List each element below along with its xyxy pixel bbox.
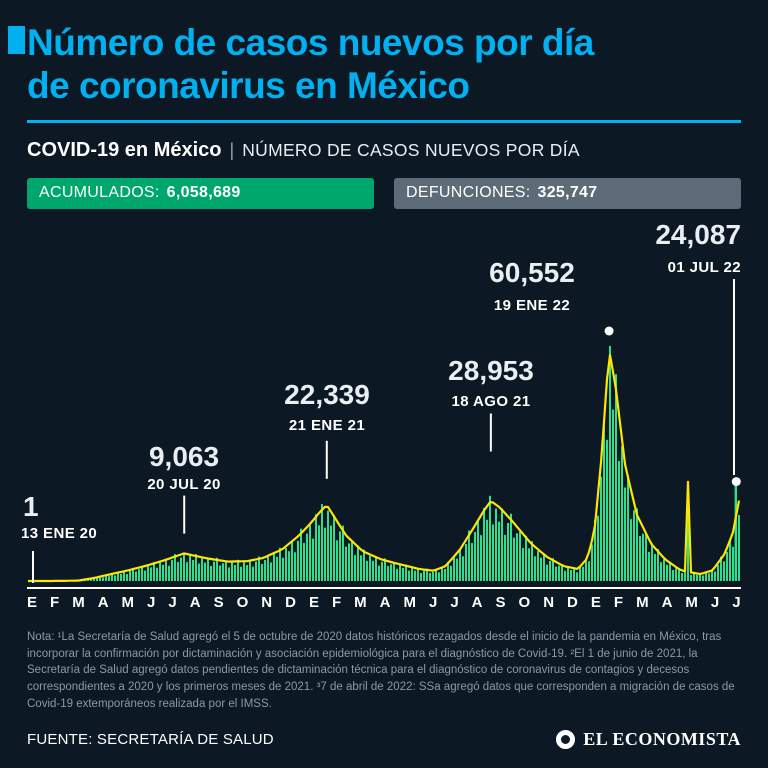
- x-axis-label: J: [168, 593, 177, 611]
- x-axis-label: E: [308, 593, 319, 611]
- callout-line-latest: [733, 278, 735, 475]
- subtitle-rest: NÚMERO DE CASOS NUEVOS POR DÍA: [242, 139, 580, 160]
- x-axis-label: J: [710, 593, 720, 611]
- x-axis-label: M: [685, 593, 698, 611]
- x-axis-label: J: [450, 593, 459, 611]
- accumulated-label: ACUMULADOS:: [39, 184, 160, 202]
- annotation-wave1-value: 9,063: [148, 440, 220, 472]
- chart-area: 1 13 ENE 20 9,063 20 JUL 20 22,339 21 EN…: [21, 217, 741, 585]
- annotation-latest-value: 24,087: [655, 218, 741, 250]
- deaths-value: 325,747: [537, 184, 598, 202]
- infographic: Número de casos nuevos por día de corona…: [21, 0, 741, 750]
- annotation-first-case-value: 1: [23, 490, 39, 522]
- x-axis-label: J: [428, 593, 438, 611]
- title-divider: [27, 119, 741, 123]
- x-axis-label: S: [495, 593, 506, 611]
- x-axis-label: E: [27, 593, 38, 611]
- annotation-wave1-date: 20 JUL 20: [147, 475, 221, 493]
- page-title-line2: de coronavirus en México: [27, 64, 470, 106]
- page-title: Número de casos nuevos por día de corona…: [27, 0, 741, 108]
- x-axis-line: [27, 586, 741, 589]
- x-axis-label: S: [213, 593, 224, 611]
- x-axis-label: N: [261, 593, 273, 611]
- annotation-first-case-date: 13 ENE 20: [21, 524, 98, 542]
- x-axis-label: F: [50, 593, 60, 611]
- stat-badges: ACUMULADOS: 6,058,689 DEFUNCIONES: 325,7…: [27, 177, 741, 209]
- x-axis-label: M: [121, 593, 135, 611]
- subtitle-bold: COVID-19 en México: [27, 138, 222, 161]
- x-axis-label: A: [379, 593, 391, 611]
- x-axis-label: A: [471, 593, 483, 611]
- source-credit: FUENTE: SECRETARÍA DE SALUD: [27, 730, 274, 748]
- brand-logo: EL ECONOMISTA: [556, 729, 741, 750]
- deaths-badge: DEFUNCIONES: 325,747: [394, 177, 741, 209]
- x-axis-label: F: [613, 593, 624, 611]
- x-axis-label: M: [403, 593, 416, 611]
- x-axis-label: M: [72, 593, 85, 611]
- subtitle-separator: |: [229, 139, 235, 160]
- annotation-wave2-value: 22,339: [284, 378, 370, 410]
- x-axis-label: M: [636, 593, 649, 611]
- x-axis-label: A: [189, 593, 201, 611]
- accumulated-badge: ACUMULADOS: 6,058,689: [27, 177, 374, 209]
- annotation-wave4-value: 60,552: [489, 256, 575, 288]
- accumulated-value: 6,058,689: [166, 184, 241, 202]
- x-axis-label: J: [147, 593, 156, 611]
- annotation-wave3-value: 28,953: [448, 354, 534, 386]
- annotation-wave3-date: 18 AGO 21: [451, 392, 531, 410]
- el-economista-ring-icon: [556, 729, 576, 749]
- page-title-line1: Número de casos nuevos por día: [27, 22, 594, 63]
- x-axis-label: M: [354, 593, 367, 611]
- annotation-wave4-date: 19 ENE 22: [493, 296, 571, 314]
- x-axis-label: D: [285, 593, 296, 611]
- footnotes: Nota: ¹La Secretaría de Salud agregó el …: [27, 630, 735, 710]
- x-axis-label: N: [543, 593, 555, 611]
- chart-subtitle: COVID-19 en México | NÚMERO DE CASOS NUE…: [27, 139, 741, 162]
- x-axis-label: E: [590, 593, 601, 611]
- annotation-wave2-date: 21 ENE 21: [288, 416, 366, 434]
- x-axis-label: J: [732, 593, 741, 611]
- chart-canvas: [27, 323, 741, 585]
- x-axis-label: A: [97, 593, 109, 611]
- x-axis-label: O: [236, 593, 249, 611]
- deaths-label: DEFUNCIONES:: [406, 184, 531, 202]
- brand-name: EL ECONOMISTA: [583, 728, 741, 749]
- x-axis-label: F: [331, 593, 342, 611]
- x-axis-label: A: [661, 593, 673, 611]
- x-axis-label: D: [567, 593, 578, 611]
- title-accent-square: [8, 26, 25, 54]
- callout-line-first-case: [32, 550, 34, 583]
- annotation-latest-date: 01 JUL 22: [667, 258, 741, 276]
- footer: FUENTE: SECRETARÍA DE SALUD EL ECONOMIST…: [27, 729, 741, 750]
- x-axis-label: O: [518, 593, 531, 611]
